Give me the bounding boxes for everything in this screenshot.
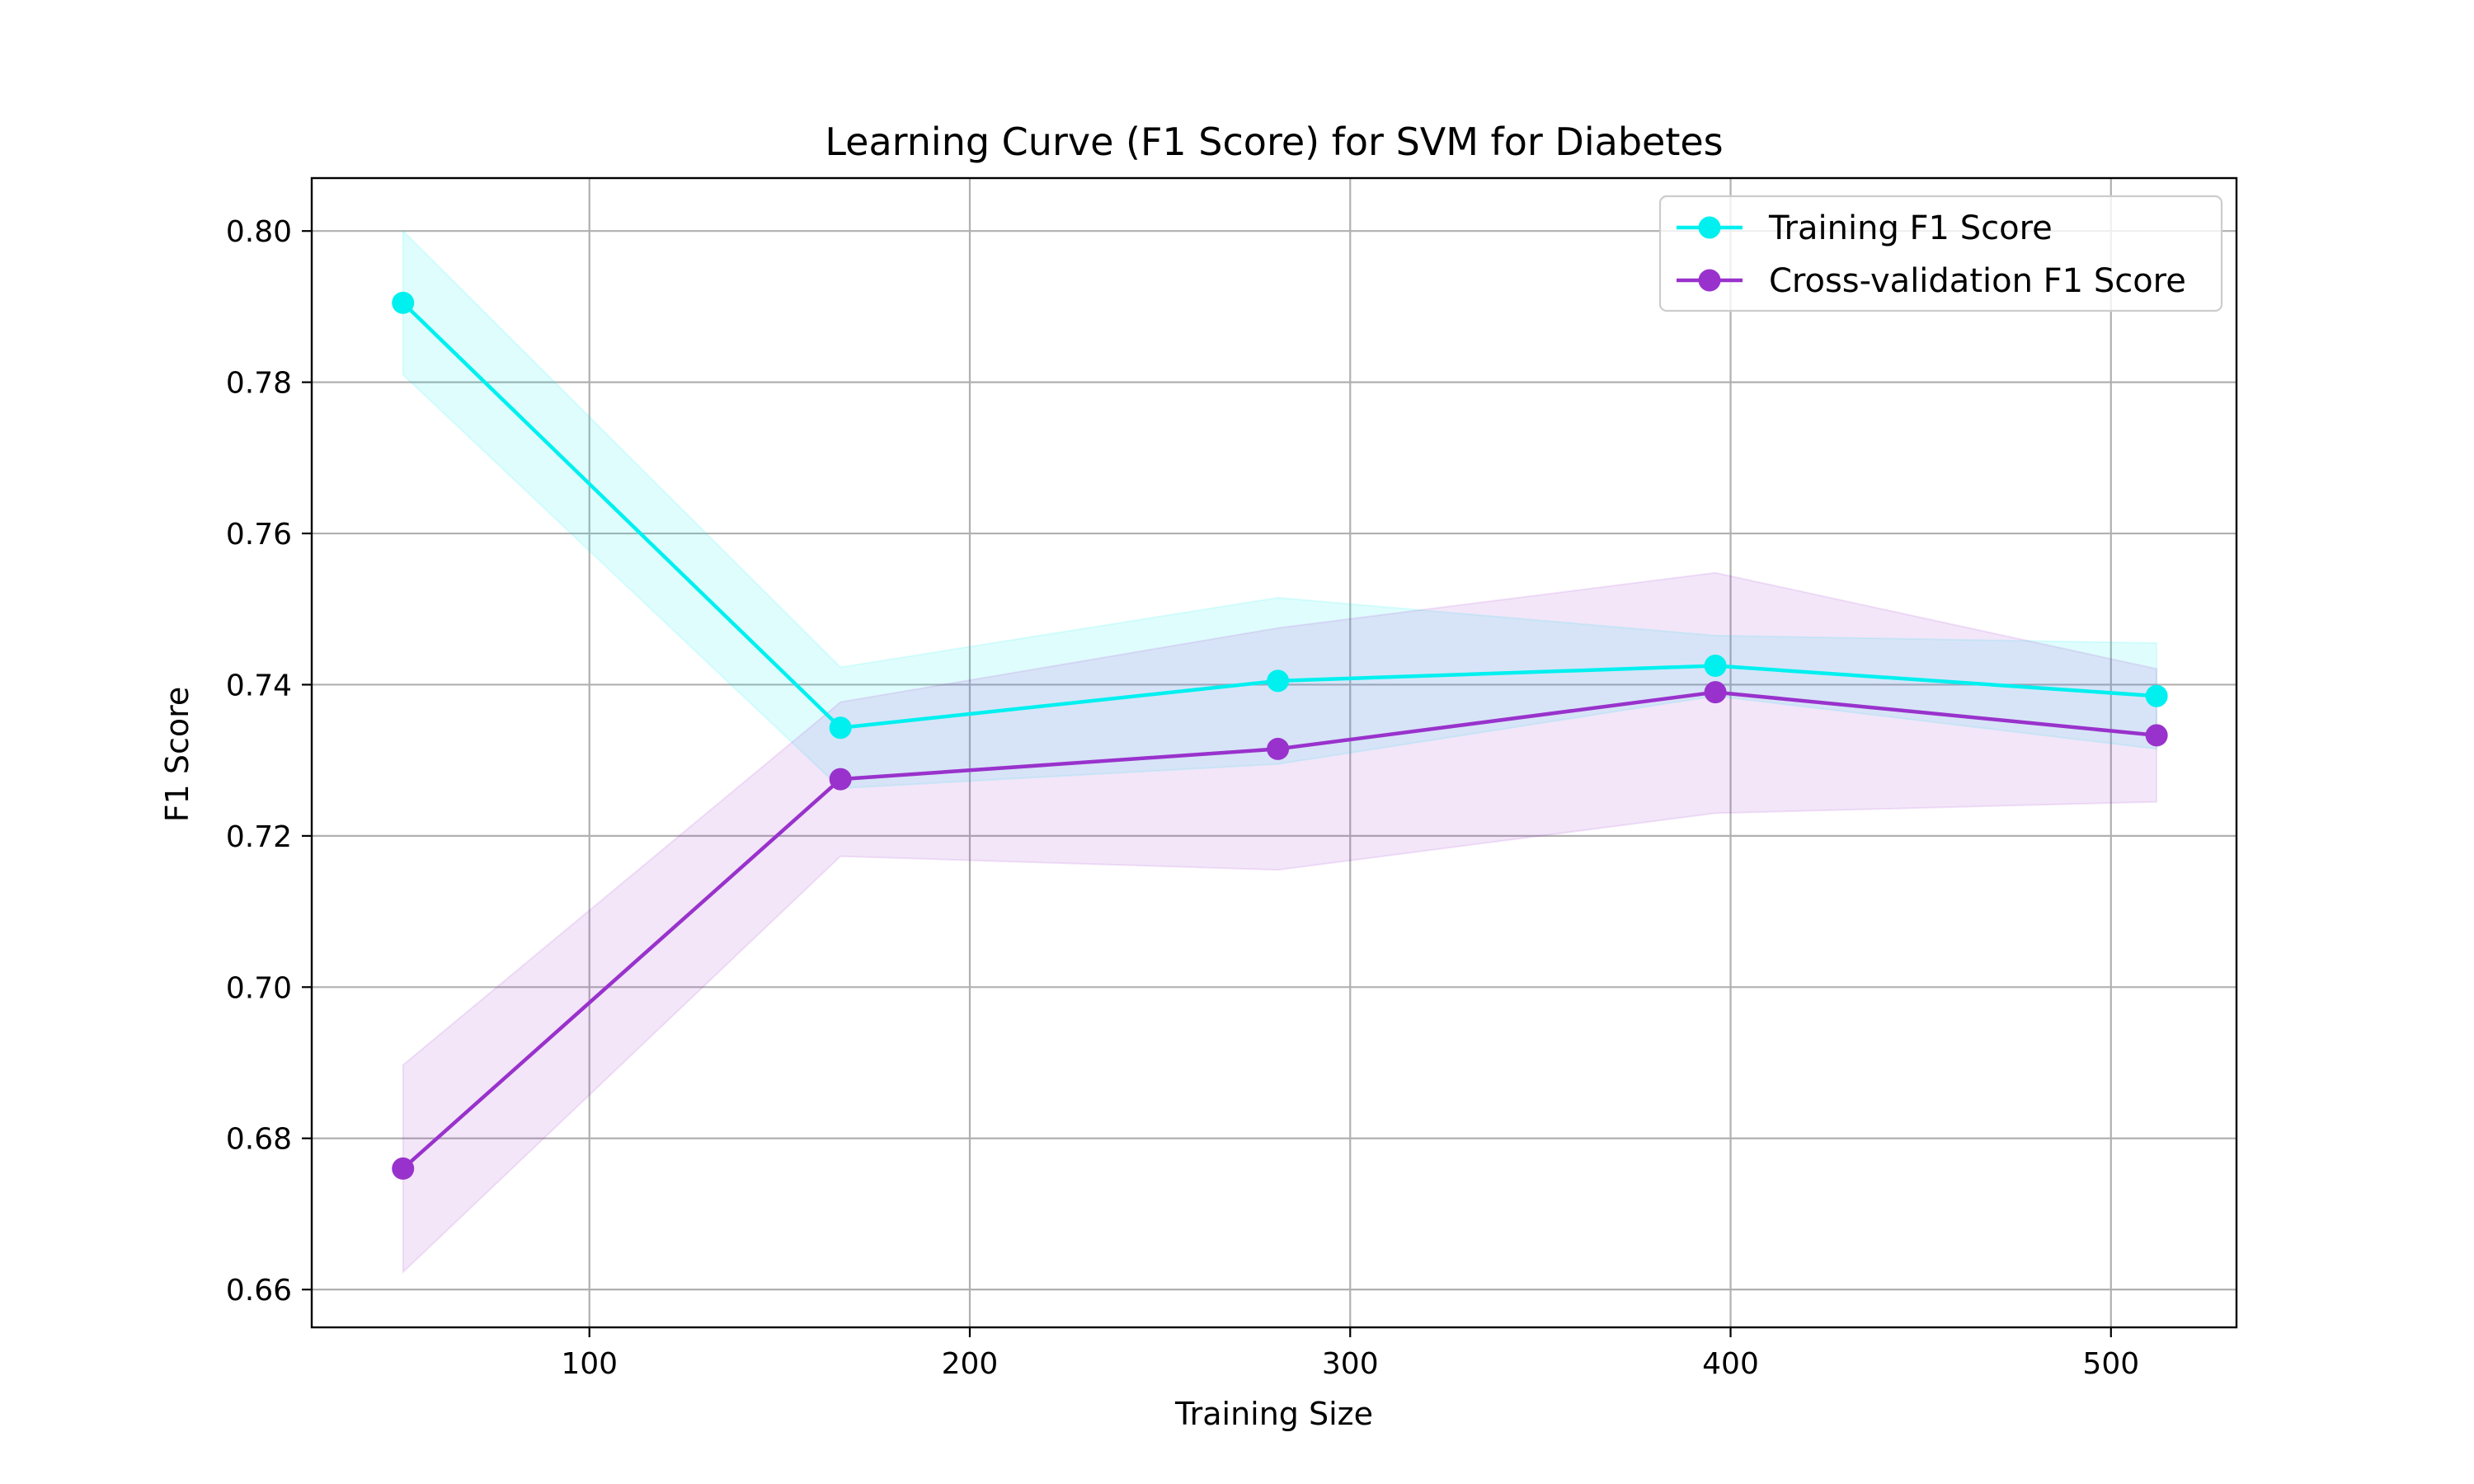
legend-swatch-marker-cross-validation	[1698, 269, 1721, 292]
legend-swatch-marker-training	[1698, 216, 1721, 239]
confidence-band-cross-validation	[402, 571, 2158, 1275]
chart-title: Learning Curve (F1 Score) for SVM for Di…	[825, 120, 1723, 164]
series-lines	[392, 291, 2168, 1180]
data-point-training	[1704, 655, 1727, 678]
legend-label-training: Training F1 Score	[1768, 209, 2053, 247]
data-point-cross-validation	[1267, 737, 1290, 760]
data-point-training	[392, 291, 415, 314]
y-tick-label: 0.78	[226, 367, 292, 401]
plot-frame	[310, 176, 2238, 1329]
legend-box	[1658, 195, 2223, 312]
x-tick-label: 300	[1322, 1347, 1379, 1381]
legend-label-cross-validation: Cross-validation F1 Score	[1769, 262, 2186, 300]
y-tick-label: 0.66	[226, 1274, 292, 1308]
legend: Training F1 Score Cross-validation F1 Sco…	[1658, 195, 2223, 312]
confidence-band-training	[402, 228, 2158, 790]
x-tick-label: 400	[1702, 1347, 1759, 1381]
y-tick-label: 0.72	[226, 820, 292, 854]
data-point-training	[1267, 669, 1290, 693]
data-point-cross-validation	[392, 1157, 415, 1180]
confidence-bands	[402, 228, 2158, 1275]
x-tick-label: 500	[2082, 1347, 2139, 1381]
data-point-training	[2145, 684, 2168, 707]
axis-ticks: 100 200 300 400 500 0.66 0.68 0.70 0.72 0.74 0.76 0…	[226, 215, 2139, 1381]
y-axis-label: F1 Score	[159, 687, 195, 823]
y-tick-label: 0.74	[226, 669, 292, 702]
y-tick-label: 0.76	[226, 518, 292, 552]
x-tick-label: 100	[561, 1347, 618, 1381]
y-tick-label: 0.68	[226, 1123, 292, 1157]
x-axis-label: Training Size	[1174, 1396, 1373, 1432]
y-tick-label: 0.80	[226, 215, 292, 249]
data-point-cross-validation	[829, 768, 852, 791]
y-tick-label: 0.70	[226, 971, 292, 1005]
data-point-cross-validation	[2145, 724, 2168, 747]
data-point-cross-validation	[1704, 681, 1727, 704]
x-tick-label: 200	[942, 1347, 999, 1381]
data-point-training	[829, 716, 852, 740]
